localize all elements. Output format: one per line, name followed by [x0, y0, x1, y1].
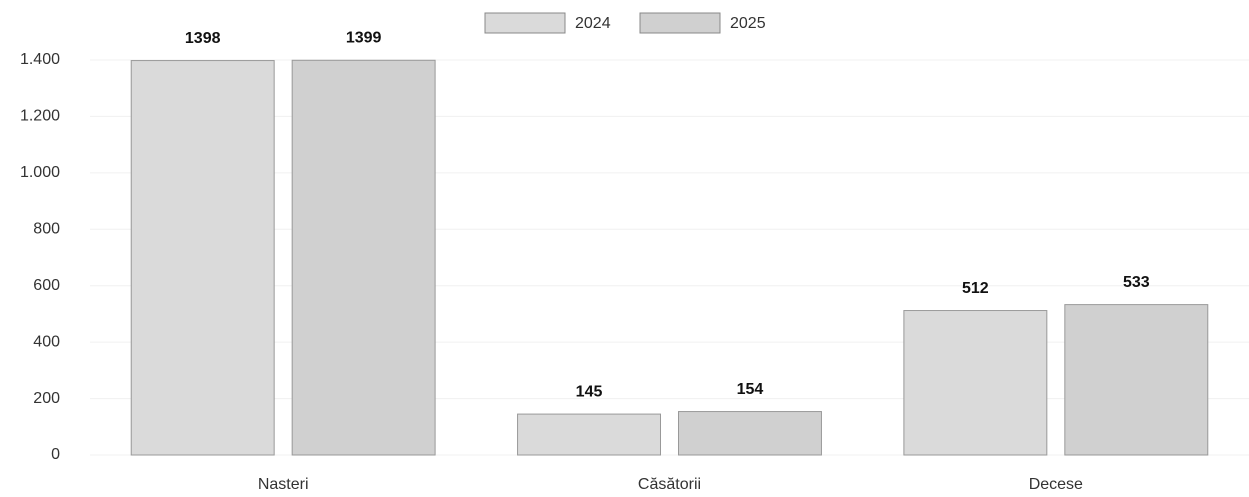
value-label: 512	[962, 280, 989, 297]
value-label: 533	[1123, 274, 1150, 291]
value-label: 1399	[346, 30, 382, 47]
y-tick-label: 1.000	[20, 164, 60, 181]
bar	[1064, 304, 1209, 456]
value-label: 145	[576, 383, 603, 400]
x-tick-label: Nasteri	[258, 476, 309, 493]
value-label: 1398	[185, 30, 221, 47]
bar	[903, 310, 1048, 456]
legend-swatch	[484, 12, 566, 34]
y-tick-label: 800	[33, 221, 60, 238]
x-tick-label: Decese	[1029, 476, 1083, 493]
value-label: 154	[737, 381, 764, 398]
y-tick-label: 1.400	[20, 51, 60, 68]
y-tick-label: 600	[33, 277, 60, 294]
y-tick-label: 400	[33, 333, 60, 350]
bar	[291, 59, 436, 456]
y-tick-label: 0	[51, 446, 60, 463]
bar	[517, 413, 661, 456]
x-tick-label: Căsătorii	[638, 476, 701, 493]
y-tick-label: 1.200	[20, 108, 60, 125]
bar	[130, 60, 275, 456]
legend-swatch	[639, 12, 721, 34]
y-tick-label: 200	[33, 390, 60, 407]
bar	[678, 411, 822, 456]
legend-label: 2025	[730, 15, 766, 32]
legend-label: 2024	[575, 15, 611, 32]
